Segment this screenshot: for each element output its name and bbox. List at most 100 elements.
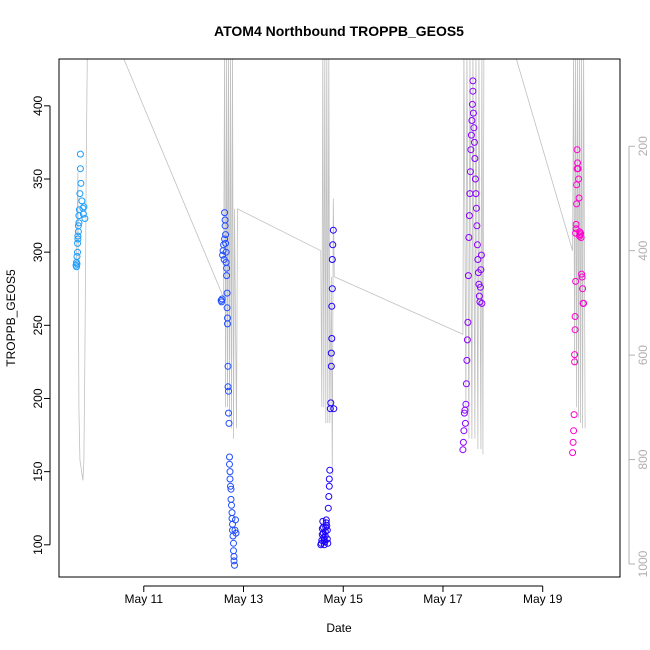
data-point (569, 438, 577, 446)
data-point (327, 349, 335, 357)
y-right-tick-label: 400 (636, 240, 650, 260)
data-point (221, 222, 229, 230)
data-point (226, 468, 234, 476)
data-point (327, 362, 335, 370)
data-point (330, 405, 338, 413)
data-point (77, 179, 85, 187)
data-point (577, 234, 585, 241)
data-point (325, 482, 333, 490)
data-point (232, 516, 239, 524)
data-point (578, 270, 586, 278)
data-point (324, 504, 332, 512)
y-axis-label: TROPPB_GEOS5 (4, 269, 18, 367)
data-point (578, 273, 586, 281)
data-point (462, 400, 470, 408)
data-point (75, 219, 83, 227)
y-tick-label: 300 (31, 242, 45, 262)
data-point (322, 519, 330, 527)
data-point (465, 234, 473, 241)
data-point (572, 277, 580, 285)
data-point (323, 526, 331, 534)
data-point (224, 383, 232, 391)
data-point (74, 239, 81, 247)
data-point (575, 175, 583, 183)
y-tick-label: 150 (31, 461, 45, 481)
data-point (473, 241, 481, 249)
y-tick-label: 250 (31, 315, 45, 335)
series-5 (569, 146, 588, 457)
data-point (323, 535, 331, 543)
data-point (571, 358, 579, 366)
x-tick-label: May 19 (523, 592, 563, 606)
data-point (218, 298, 226, 306)
data-point (468, 117, 476, 124)
background-trace-layer (76, 59, 586, 481)
data-point (579, 285, 587, 293)
data-point (225, 409, 232, 417)
data-point (471, 155, 479, 162)
y-right-tick-label: 800 (636, 449, 650, 469)
y-tick-label: 400 (31, 95, 45, 115)
data-point (571, 326, 579, 334)
data-point (460, 409, 468, 417)
data-point (218, 295, 226, 303)
data-point (327, 399, 335, 407)
data-point (469, 87, 477, 95)
y-tick-label: 350 (31, 169, 45, 189)
data-point (573, 146, 581, 154)
data-point (222, 231, 230, 239)
series-1 (72, 150, 89, 271)
y-tick-label: 200 (31, 388, 45, 408)
data-point (228, 509, 236, 517)
y-right-tick-label: 200 (636, 136, 650, 156)
data-point (460, 427, 468, 435)
data-point (464, 272, 472, 280)
data-point (227, 482, 234, 490)
data-point (472, 204, 480, 212)
data-point (224, 320, 231, 328)
x-tick-label: May 17 (423, 592, 463, 606)
data-point (468, 100, 476, 108)
data-point (580, 299, 588, 307)
data-point (459, 446, 467, 454)
data-point (477, 266, 485, 274)
data-points-layer (72, 77, 588, 569)
data-point (471, 175, 479, 183)
data-point (325, 493, 333, 500)
data-point (230, 547, 237, 555)
data-point (226, 460, 233, 468)
data-point (222, 239, 230, 247)
data-point (230, 557, 238, 565)
data-point (74, 222, 82, 230)
data-point (459, 438, 467, 446)
data-point (477, 251, 485, 259)
data-point (76, 190, 84, 198)
data-point (231, 526, 239, 534)
data-point (73, 260, 81, 268)
data-point (74, 235, 82, 243)
data-point (325, 475, 333, 483)
data-point (76, 150, 84, 158)
data-point (571, 351, 579, 359)
y-right-tick-label: 600 (636, 345, 650, 365)
altitude-trace-line (76, 59, 586, 481)
data-point (575, 194, 583, 202)
data-point (463, 336, 471, 344)
x-axis: May 11 May 13 May 15 May 17 May 19 (125, 585, 563, 606)
y-tick-label: 100 (31, 534, 45, 554)
data-point (329, 226, 337, 234)
data-point (232, 529, 240, 537)
data-point (328, 302, 336, 310)
data-point (461, 419, 469, 427)
data-point (467, 146, 475, 154)
data-point (472, 190, 480, 198)
data-point (324, 539, 332, 547)
series-4 (459, 77, 486, 454)
data-point (230, 553, 238, 560)
data-point (221, 235, 229, 243)
data-point (573, 200, 581, 208)
data-point (320, 541, 328, 549)
data-point (73, 263, 80, 271)
data-point (473, 222, 481, 230)
data-point (570, 427, 578, 435)
